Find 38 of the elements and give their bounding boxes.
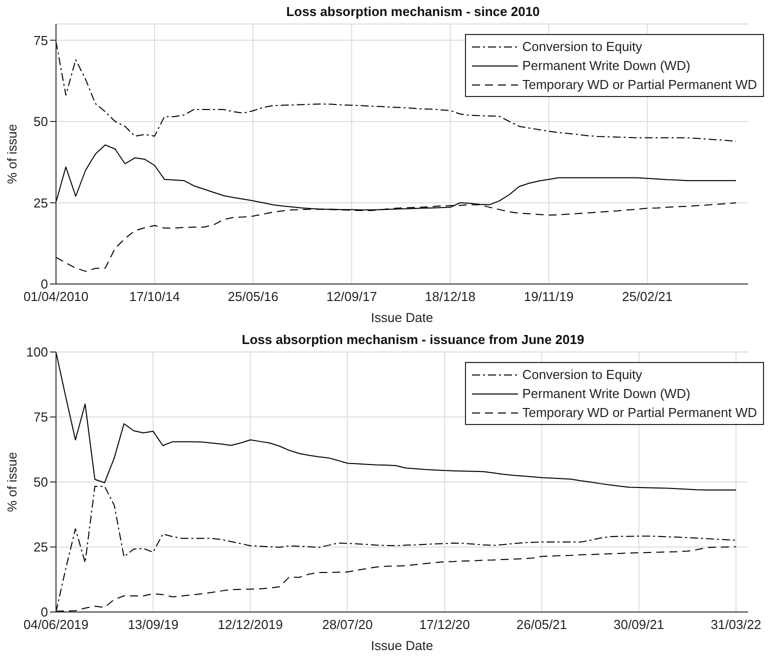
chart-title: Loss absorption mechanism - since 2010: [285, 4, 541, 19]
x-tick-label: 12/12/2019: [218, 617, 283, 632]
x-tick-label: 28/07/20: [322, 617, 373, 632]
legend-label: Conversion to Equity: [522, 367, 642, 382]
x-tick-label: 01/04/2010: [23, 289, 89, 304]
legend-label: Conversion to Equity: [522, 39, 642, 54]
y-tick-label: 75: [34, 32, 48, 48]
y-tick-label: 0: [40, 604, 48, 620]
x-axis-title: Issue Date: [370, 310, 434, 325]
x-tick-label: 31/03/22: [710, 617, 762, 632]
x-tick-label: 18/12/18: [424, 289, 476, 304]
y-tick-label: 25: [34, 540, 48, 555]
x-tick-label: 25/05/16: [228, 289, 278, 304]
x-tick-label: 12/09/17: [326, 289, 377, 304]
y-tick-label: 0: [40, 276, 48, 292]
line-series: [56, 41, 736, 142]
legend-label: Permanent Write Down (WD): [522, 386, 690, 401]
x-tick-label: 13/09/19: [128, 617, 178, 632]
legend-label: Temporary WD or Partial Permanent WD: [522, 77, 757, 92]
legend-label: Permanent Write Down (WD): [522, 58, 690, 73]
x-tick-label: 19/11/19: [524, 289, 574, 304]
y-tick-label: 50: [34, 114, 48, 130]
x-axis-title: Issue Date: [370, 638, 434, 653]
y-axis-title: % of issue: [4, 452, 20, 512]
x-tick-label: 04/06/2019: [23, 617, 89, 632]
x-tick-label: 30/09/21: [614, 617, 664, 632]
x-tick-label: 17/12/20: [419, 617, 470, 632]
y-axis-title: % of issue: [4, 124, 20, 184]
line-series: [56, 352, 736, 491]
x-tick-label: 25/02/21: [622, 289, 673, 304]
y-tick-label: 25: [34, 195, 48, 210]
y-tick-label: 50: [34, 474, 48, 490]
chart-title: Loss absorption mechanism - issuance from June 2019: [240, 332, 586, 347]
x-tick-label: 26/05/21: [516, 617, 568, 632]
legend-label: Temporary WD or Partial Permanent WD: [522, 405, 757, 420]
y-tick-label: 100: [26, 344, 48, 360]
y-tick-label: 75: [34, 410, 48, 425]
x-tick-label: 17/10/14: [129, 289, 180, 304]
